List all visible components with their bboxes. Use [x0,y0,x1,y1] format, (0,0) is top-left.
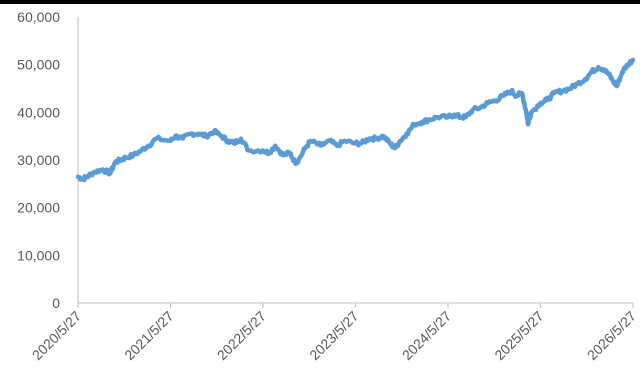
x-tick-label: 2026/5/27 [584,308,640,364]
x-tick-label: 2024/5/27 [399,308,455,364]
y-tick-label: 30,000 [17,152,60,168]
x-tick-label: 2022/5/27 [214,308,270,364]
x-tick-label: 2023/5/27 [306,308,362,364]
y-axis-labels: 0 10,000 20,000 30,000 40,000 50,000 60,000 [17,9,60,311]
top-border [0,0,640,4]
x-axis-labels: 2020/5/27 2021/5/27 2022/5/27 2023/5/27 2024… [29,308,640,364]
series-line [75,57,636,183]
y-tick-label: 20,000 [17,200,60,216]
y-tick-label: 0 [52,295,60,311]
x-tick-label: 2021/5/27 [121,308,177,364]
y-tick-label: 50,000 [17,57,60,73]
x-tick-label: 2020/5/27 [29,308,85,364]
y-tick-label: 60,000 [17,9,60,25]
x-axis-ticks [77,303,634,308]
y-tick-label: 10,000 [17,247,60,263]
x-tick-label: 2025/5/27 [491,308,547,364]
y-tick-label: 40,000 [17,104,60,120]
